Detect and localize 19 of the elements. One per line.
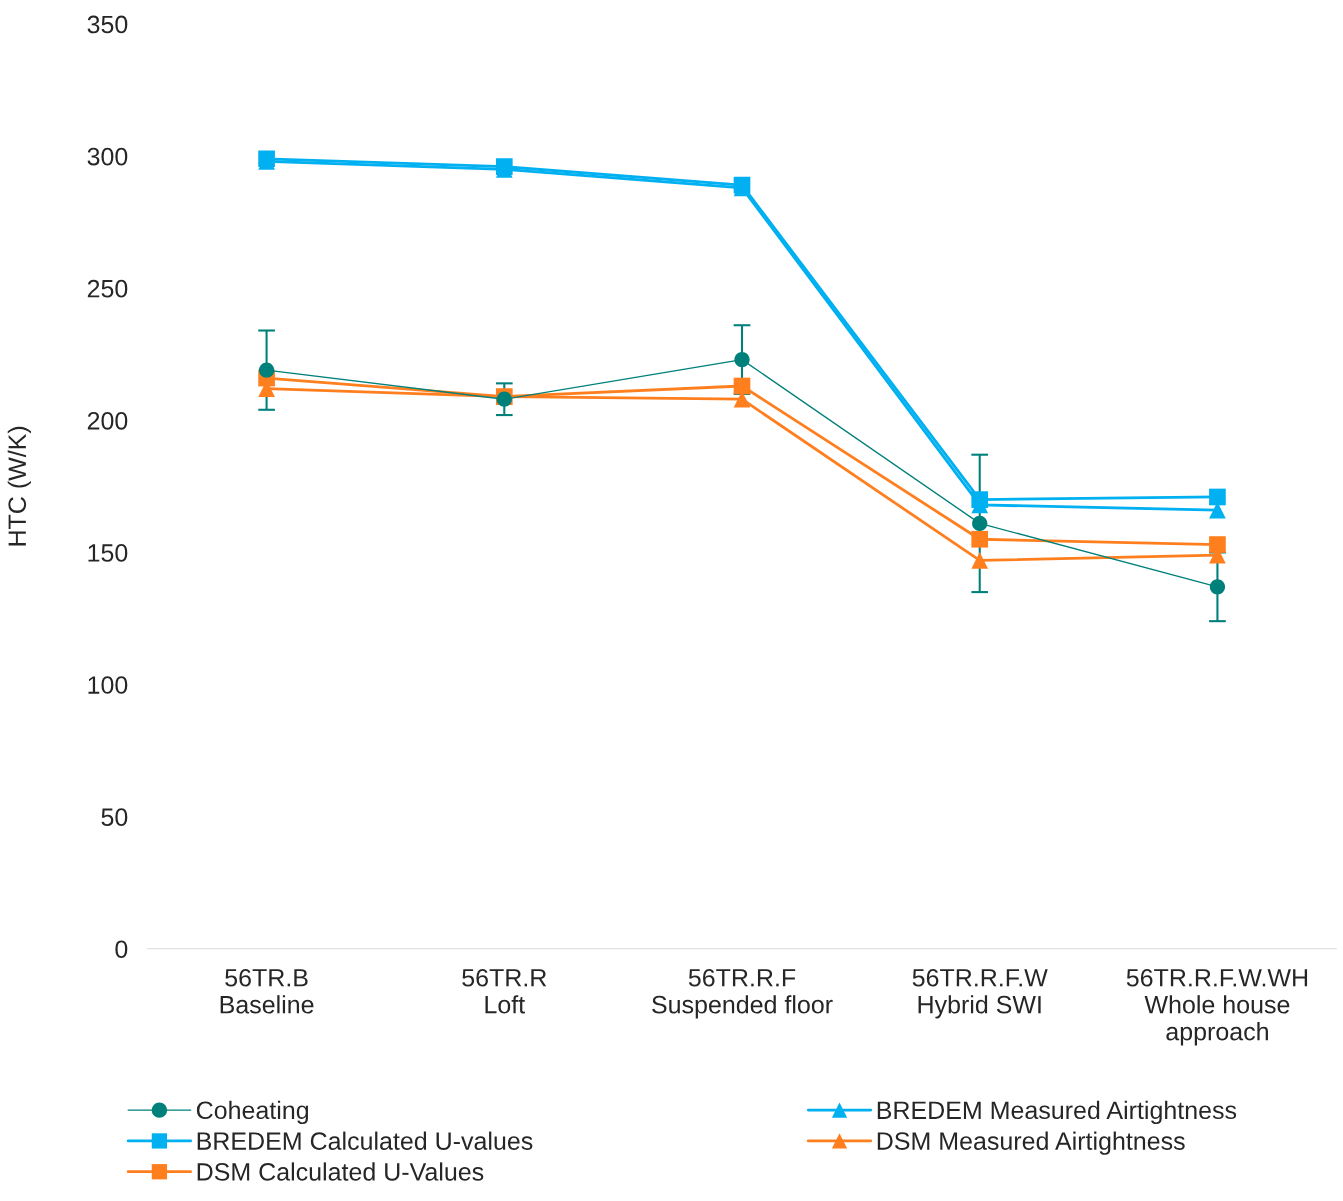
x-tick-label: 56TR.R.F.W Hybrid SWI xyxy=(912,968,1048,1019)
y-tick-label: 200 xyxy=(87,411,128,430)
y-tick-label: 50 xyxy=(101,808,128,826)
legend-label: DSM Measured Airtightness xyxy=(877,1131,1185,1155)
x-tick-label: 56TR.R Loft xyxy=(462,968,547,1014)
x-tick-label: 56TR.R.F.W.WH Whole house approach xyxy=(1126,968,1308,1046)
legend-label: BREDEM Measured Airtightness xyxy=(877,1100,1237,1125)
y-tick-label: 300 xyxy=(87,147,128,166)
y-tick-label: 250 xyxy=(87,279,128,298)
y-tick-label: 350 xyxy=(87,15,128,34)
y-tick-label: 0 xyxy=(115,940,128,959)
y-tick-label: 100 xyxy=(88,676,128,694)
legend-label: DSM Calculated U-Values xyxy=(197,1162,484,1181)
legend-label: Coheating xyxy=(196,1100,309,1125)
legend-label: BREDEM Calculated U-values xyxy=(197,1131,533,1150)
y-axis-title: HTC (W/K) xyxy=(7,426,32,546)
y-tick-label: 150 xyxy=(88,544,128,562)
x-tick-label: 56TR.B Baseline xyxy=(220,968,314,1014)
x-tick-label: 56TR.R.F Suspended floor xyxy=(652,968,833,1019)
